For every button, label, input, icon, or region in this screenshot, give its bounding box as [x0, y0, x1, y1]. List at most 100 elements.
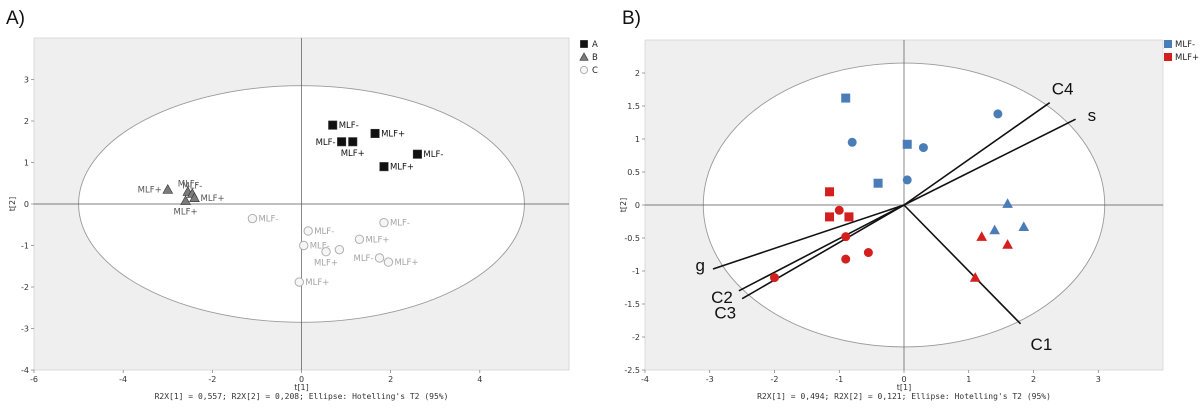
point-label: MLF+ — [305, 278, 329, 288]
point-C — [334, 244, 345, 255]
point-C — [379, 217, 389, 228]
point-MLF+ — [863, 248, 873, 258]
y-tick-label: 2 — [24, 117, 29, 126]
x-tick-label: -2 — [771, 375, 779, 384]
panel-a-label: A) — [6, 8, 25, 29]
point-MLF+ — [825, 187, 835, 197]
x-tick-label: -1 — [835, 375, 843, 384]
point-A — [379, 162, 389, 172]
point-label: MLF+ — [174, 208, 198, 218]
y-tick-label: -1 — [632, 267, 640, 276]
point-label: MLF- — [310, 242, 330, 252]
panel-a-footer: R2X[1] = 0,557; R2X[2] = 0,208; Ellipse:… — [155, 392, 449, 401]
point-A — [328, 120, 338, 130]
point-MLF+ — [976, 231, 988, 241]
legend-marker-A — [580, 40, 588, 48]
point-MLF+ — [769, 273, 779, 283]
x-tick-label: -4 — [641, 375, 649, 384]
point-C — [294, 277, 304, 287]
point-B — [162, 184, 174, 194]
legend-label-C: C — [592, 66, 598, 76]
point-label: MLF- — [314, 227, 334, 237]
point-label: MLF+ — [365, 235, 389, 245]
x-tick-label: 2 — [388, 375, 393, 384]
point-C — [321, 247, 331, 257]
point-MLF- — [847, 137, 857, 147]
point-MLF- — [993, 109, 1003, 119]
loading-label-C4: C4 — [1052, 80, 1074, 99]
y-tick-label: 3 — [24, 76, 29, 85]
point-label: MLF- — [339, 121, 359, 131]
x-tick-label: -6 — [30, 375, 38, 384]
point-MLF- — [902, 139, 912, 149]
y-tick-label: 0 — [24, 200, 29, 209]
point-B — [180, 195, 191, 205]
point-MLF+ — [834, 205, 844, 215]
point-B — [189, 192, 200, 202]
panel-a-x-label: t[1] — [294, 383, 308, 392]
point-label: MLF- — [316, 138, 336, 148]
y-tick-label: -1 — [21, 242, 29, 251]
legend-label-A: A — [592, 40, 598, 50]
legend-marker-B — [579, 52, 589, 61]
panel-b: B) t[2] t[1] R2X[1] = 0,494; R2X[2] = 0,… — [619, 8, 1199, 401]
point-C — [383, 257, 394, 267]
y-tick-label: -1.5 — [624, 300, 640, 309]
point-MLF- — [1018, 221, 1030, 231]
point-label: MLF- — [423, 150, 443, 160]
point-C — [247, 213, 258, 224]
point-A — [412, 149, 422, 159]
y-tick-label: 1.5 — [627, 102, 640, 111]
point-MLF+ — [825, 212, 835, 222]
point-label: MLF- — [182, 182, 202, 192]
point-MLF- — [989, 224, 1000, 235]
y-tick-label: 1 — [24, 159, 29, 168]
point-A — [370, 128, 380, 138]
point-label: MLF+ — [341, 149, 365, 159]
point-label: MLF+ — [390, 163, 414, 173]
point-label: MLF+ — [314, 259, 338, 269]
point-C — [374, 253, 385, 263]
point-MLF- — [902, 175, 912, 185]
y-tick-label: 2 — [635, 69, 640, 78]
point-MLF+ — [844, 212, 854, 222]
loading-vector-s — [903, 118, 1076, 206]
point-label: MLF- — [258, 215, 278, 225]
point-MLF+ — [969, 272, 981, 282]
point-label: MLF+ — [138, 185, 162, 195]
point-MLF+ — [841, 232, 851, 242]
point-label: MLF+ — [394, 258, 418, 268]
legend-marker-MLF+ — [1164, 53, 1172, 61]
loading-label-C3: C3 — [714, 304, 736, 323]
point-label: MLF- — [178, 180, 198, 190]
point-MLF+ — [1002, 239, 1013, 249]
point-MLF- — [841, 93, 851, 103]
legend-label-MLF-: MLF- — [1175, 40, 1195, 50]
y-tick-label: -2.5 — [624, 366, 640, 375]
legend-label-B: B — [592, 53, 598, 63]
point-label: MLF- — [390, 219, 410, 229]
y-tick-label: -0.5 — [624, 234, 640, 243]
loading-label-s: s — [1088, 106, 1097, 125]
loading-label-g: g — [696, 256, 705, 275]
y-tick-label: -2 — [632, 333, 640, 342]
y-tick-label: 1 — [635, 135, 640, 144]
point-label: MLF+ — [201, 194, 225, 204]
y-tick-label: -3 — [21, 325, 29, 334]
loading-vector-C3 — [741, 204, 905, 300]
x-tick-label: -2 — [208, 375, 216, 384]
x-tick-label: 4 — [477, 375, 482, 384]
x-tick-label: -4 — [119, 375, 127, 384]
y-tick-label: -4 — [21, 366, 29, 375]
y-tick-label: -2 — [21, 283, 29, 292]
point-MLF- — [1002, 198, 1013, 208]
x-tick-label: 0 — [901, 375, 906, 384]
x-tick-label: 2 — [1031, 375, 1036, 384]
y-tick-label: 0.5 — [627, 168, 640, 177]
point-C — [299, 240, 309, 251]
point-A — [348, 137, 358, 147]
point-MLF- — [918, 143, 928, 153]
loading-label-C2: C2 — [711, 288, 733, 307]
legend-marker-C — [579, 65, 589, 75]
